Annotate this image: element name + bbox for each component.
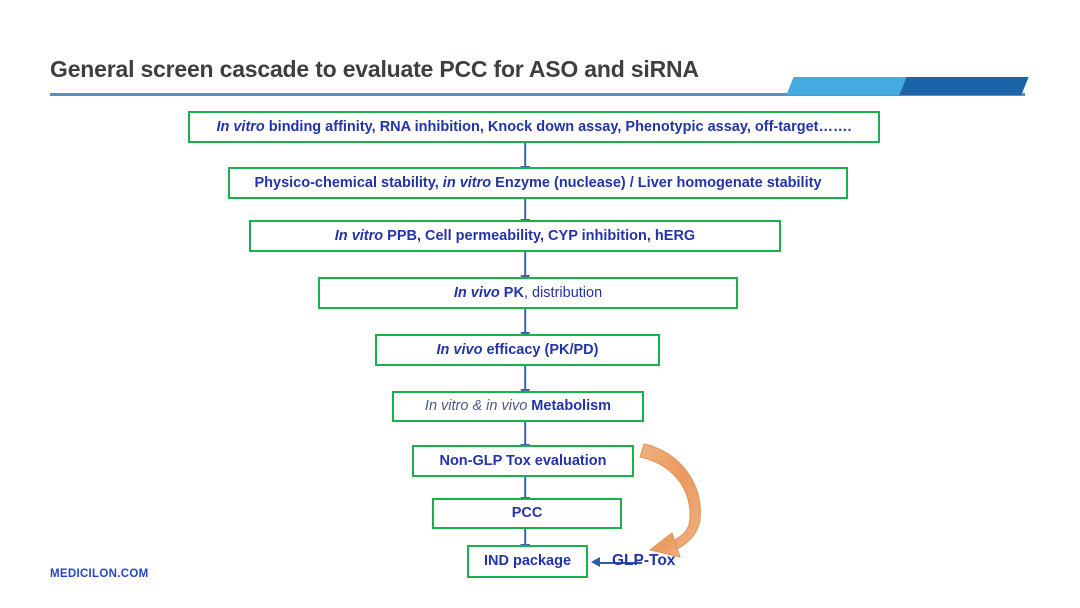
flow-box-in-vitro-binding[interactable]: In vitro binding affinity, RNA inhibitio…: [188, 111, 880, 143]
flow-text-rest: binding affinity, RNA inhibition, Knock …: [264, 118, 852, 135]
flow-box-label: In vivo efficacy (PK/PD): [437, 343, 599, 358]
flow-text-rest: Enzyme (nuclease) / Liver homogenate sta…: [491, 174, 822, 191]
connector-arrow-4: [524, 309, 526, 333]
accent-parallelogram-dark-icon: [899, 77, 1029, 95]
flow-box-physico-chemical-stability[interactable]: Physico-chemical stability, in vitro Enz…: [228, 167, 848, 199]
flow-box-in-vitro-ppb[interactable]: In vitro PPB, Cell permeability, CYP inh…: [249, 220, 781, 252]
orange-curved-arrow-icon: [639, 443, 701, 558]
flow-box-metabolism[interactable]: In vitro & in vivo Metabolism: [392, 391, 644, 422]
glp-tox-label: GLP-Tox: [612, 552, 676, 569]
flow-text-bold: PK: [499, 284, 524, 301]
footer-logo: MEDICILON.COM: [50, 568, 149, 580]
flow-box-label: In vitro PPB, Cell permeability, CYP inh…: [335, 229, 695, 244]
connector-arrow-3: [524, 252, 526, 276]
connector-arrow-5: [524, 366, 526, 390]
flow-text-rest: PPB, Cell permeability, CYP inhibition, …: [383, 227, 696, 244]
flow-text-italic: In vivo: [453, 284, 500, 301]
flow-box-label: In vitro binding affinity, RNA inhibitio…: [216, 120, 851, 135]
connector-arrow-1: [524, 143, 526, 167]
connector-arrow-2: [524, 199, 526, 220]
flow-box-label: In vivo PK, distribution: [454, 286, 602, 301]
flow-box-label: In vitro & in vivo Metabolism: [425, 399, 611, 414]
flow-box-label: PCC: [511, 505, 543, 522]
glp-tox-connector-line: [600, 562, 642, 564]
flow-text-italic: in vitro: [442, 174, 492, 191]
flow-text-light-italic: In vitro & in vivo: [424, 398, 532, 415]
flow-box-in-vivo-pk[interactable]: In vivo PK, distribution: [318, 277, 738, 309]
flow-text-rest: , distribution: [523, 284, 603, 301]
title-divider: [50, 93, 1025, 96]
connector-arrow-8: [524, 529, 526, 545]
glp-tox-arrowhead-icon: [591, 557, 600, 567]
flow-text-rest: efficacy (PK/PD): [482, 341, 599, 358]
flow-box-label: Non-GLP Tox evaluation: [439, 452, 607, 469]
accent-parallelogram-light-icon: [786, 77, 909, 95]
flow-box-in-vivo-efficacy[interactable]: In vivo efficacy (PK/PD): [375, 334, 660, 366]
page-title: General screen cascade to evaluate PCC f…: [50, 56, 699, 82]
connector-arrow-7: [524, 477, 526, 498]
flow-text-lead: Physico-chemical stability,: [254, 174, 443, 191]
flow-text-bold: Metabolism: [531, 398, 612, 415]
flow-box-label: IND package: [483, 553, 572, 570]
flow-text-italic: In vivo: [436, 341, 483, 358]
flow-box-non-glp-tox[interactable]: Non-GLP Tox evaluation: [412, 445, 634, 477]
connector-arrow-6: [524, 422, 526, 445]
flow-box-ind-package[interactable]: IND package: [467, 545, 588, 578]
flow-box-label: Physico-chemical stability, in vitro Enz…: [254, 176, 821, 191]
flow-text-italic: In vitro: [216, 118, 265, 135]
flow-text-italic: In vitro: [334, 227, 384, 244]
flow-box-pcc[interactable]: PCC: [432, 498, 622, 529]
